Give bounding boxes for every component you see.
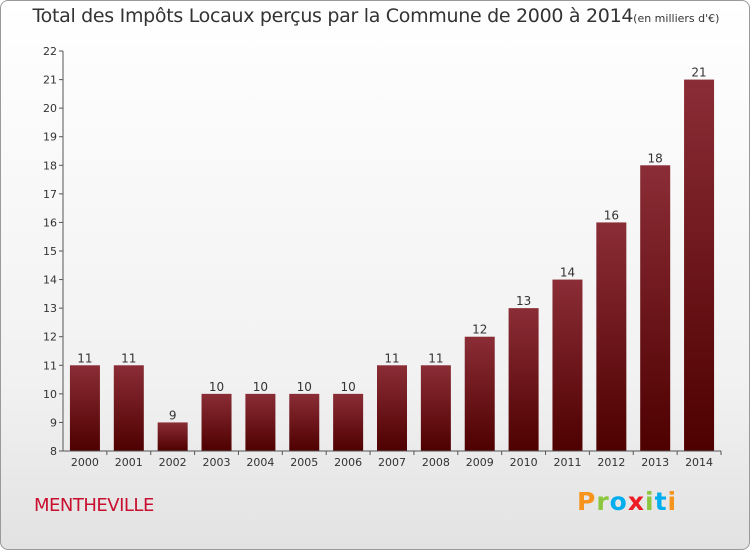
y-tick-label: 15 — [43, 245, 57, 258]
bar-2000 — [69, 365, 100, 451]
x-tick-label-2011: 2011 — [553, 456, 581, 469]
bar-2011 — [552, 279, 583, 451]
y-tick-label: 11 — [43, 359, 57, 372]
x-tick-label-2006: 2006 — [334, 456, 362, 469]
data-label-2001: 11 — [121, 351, 136, 365]
data-label-2005: 10 — [297, 380, 312, 394]
bar-2006 — [333, 393, 364, 451]
bar-2008 — [420, 365, 451, 451]
chart-title: Total des Impôts Locaux perçus par la Co… — [32, 5, 634, 27]
y-tick-label: 17 — [43, 188, 57, 201]
data-label-2004: 10 — [253, 380, 268, 394]
x-tick-label-2002: 2002 — [159, 456, 187, 469]
y-tick-label: 13 — [43, 302, 57, 315]
data-label-2003: 10 — [209, 380, 224, 394]
data-label-2012: 16 — [604, 208, 619, 222]
x-tick-label-2004: 2004 — [246, 456, 274, 469]
bar-2004 — [245, 393, 276, 451]
y-tick-label: 19 — [43, 131, 57, 144]
y-tick-label: 14 — [43, 274, 57, 287]
title-block: Total des Impôts Locaux perçus par la Co… — [1, 5, 749, 27]
bar-2007 — [377, 365, 407, 451]
unit-note: (en milliers d'€) — [633, 12, 720, 25]
x-tick-label-2000: 2000 — [71, 456, 99, 469]
x-tick-label-2008: 2008 — [422, 456, 450, 469]
y-tick-label: 10 — [43, 388, 57, 401]
data-label-2011: 14 — [560, 266, 575, 280]
data-label-2014: 21 — [691, 66, 706, 80]
x-tick-label-2007: 2007 — [378, 456, 406, 469]
x-tick-label-2012: 2012 — [597, 456, 625, 469]
bar-2003 — [201, 393, 232, 451]
commune-name: MENTHEVILLE — [34, 495, 154, 516]
bar-2013 — [640, 165, 671, 452]
y-axis: 8 9 10 11 12 13 14 15 16 17 18 19 20 21 22 — [43, 45, 64, 458]
y-tick-label: 16 — [43, 216, 57, 229]
y-tick-label: 22 — [43, 45, 57, 58]
data-label-2008: 11 — [428, 351, 443, 365]
bars: 11 11 9 10 10 10 10 11 11 12 13 14 16 18 21 — [69, 66, 715, 452]
data-label-2007: 11 — [384, 351, 399, 365]
data-label-2013: 18 — [648, 151, 663, 165]
y-tick-label: 12 — [43, 331, 57, 344]
y-tick-label: 21 — [43, 74, 57, 87]
y-tick-label: 18 — [43, 159, 57, 172]
x-tick-label-2005: 2005 — [290, 456, 318, 469]
data-label-2010: 13 — [516, 294, 531, 308]
data-label-2000: 11 — [77, 351, 92, 365]
x-tick-label-2003: 2003 — [203, 456, 231, 469]
proxiti-logo: Proxiti — [577, 487, 678, 516]
bar-2014 — [684, 79, 715, 452]
x-tick-label-2013: 2013 — [641, 456, 669, 469]
bar-2010 — [508, 308, 539, 451]
x-tick-label-2014: 2014 — [685, 456, 713, 469]
bar-2001 — [113, 365, 144, 451]
x-tick-label-2009: 2009 — [466, 456, 494, 469]
y-tick-label: 9 — [50, 416, 57, 429]
bar-2009 — [464, 336, 495, 451]
x-axis: 2000 2001 2002 2003 2004 2005 2006 2007 2008 2009… — [63, 450, 722, 469]
x-tick-label-2001: 2001 — [115, 456, 143, 469]
x-tick-label-2010: 2010 — [510, 456, 538, 469]
y-tick-label: 20 — [43, 102, 57, 115]
data-label-2009: 12 — [472, 323, 487, 337]
data-label-2002: 9 — [169, 408, 177, 422]
data-label-2006: 10 — [340, 380, 355, 394]
y-tick-label: 8 — [50, 445, 57, 458]
bar-2002 — [157, 422, 188, 451]
bar-2005 — [289, 393, 320, 451]
bar-2012 — [596, 222, 627, 451]
